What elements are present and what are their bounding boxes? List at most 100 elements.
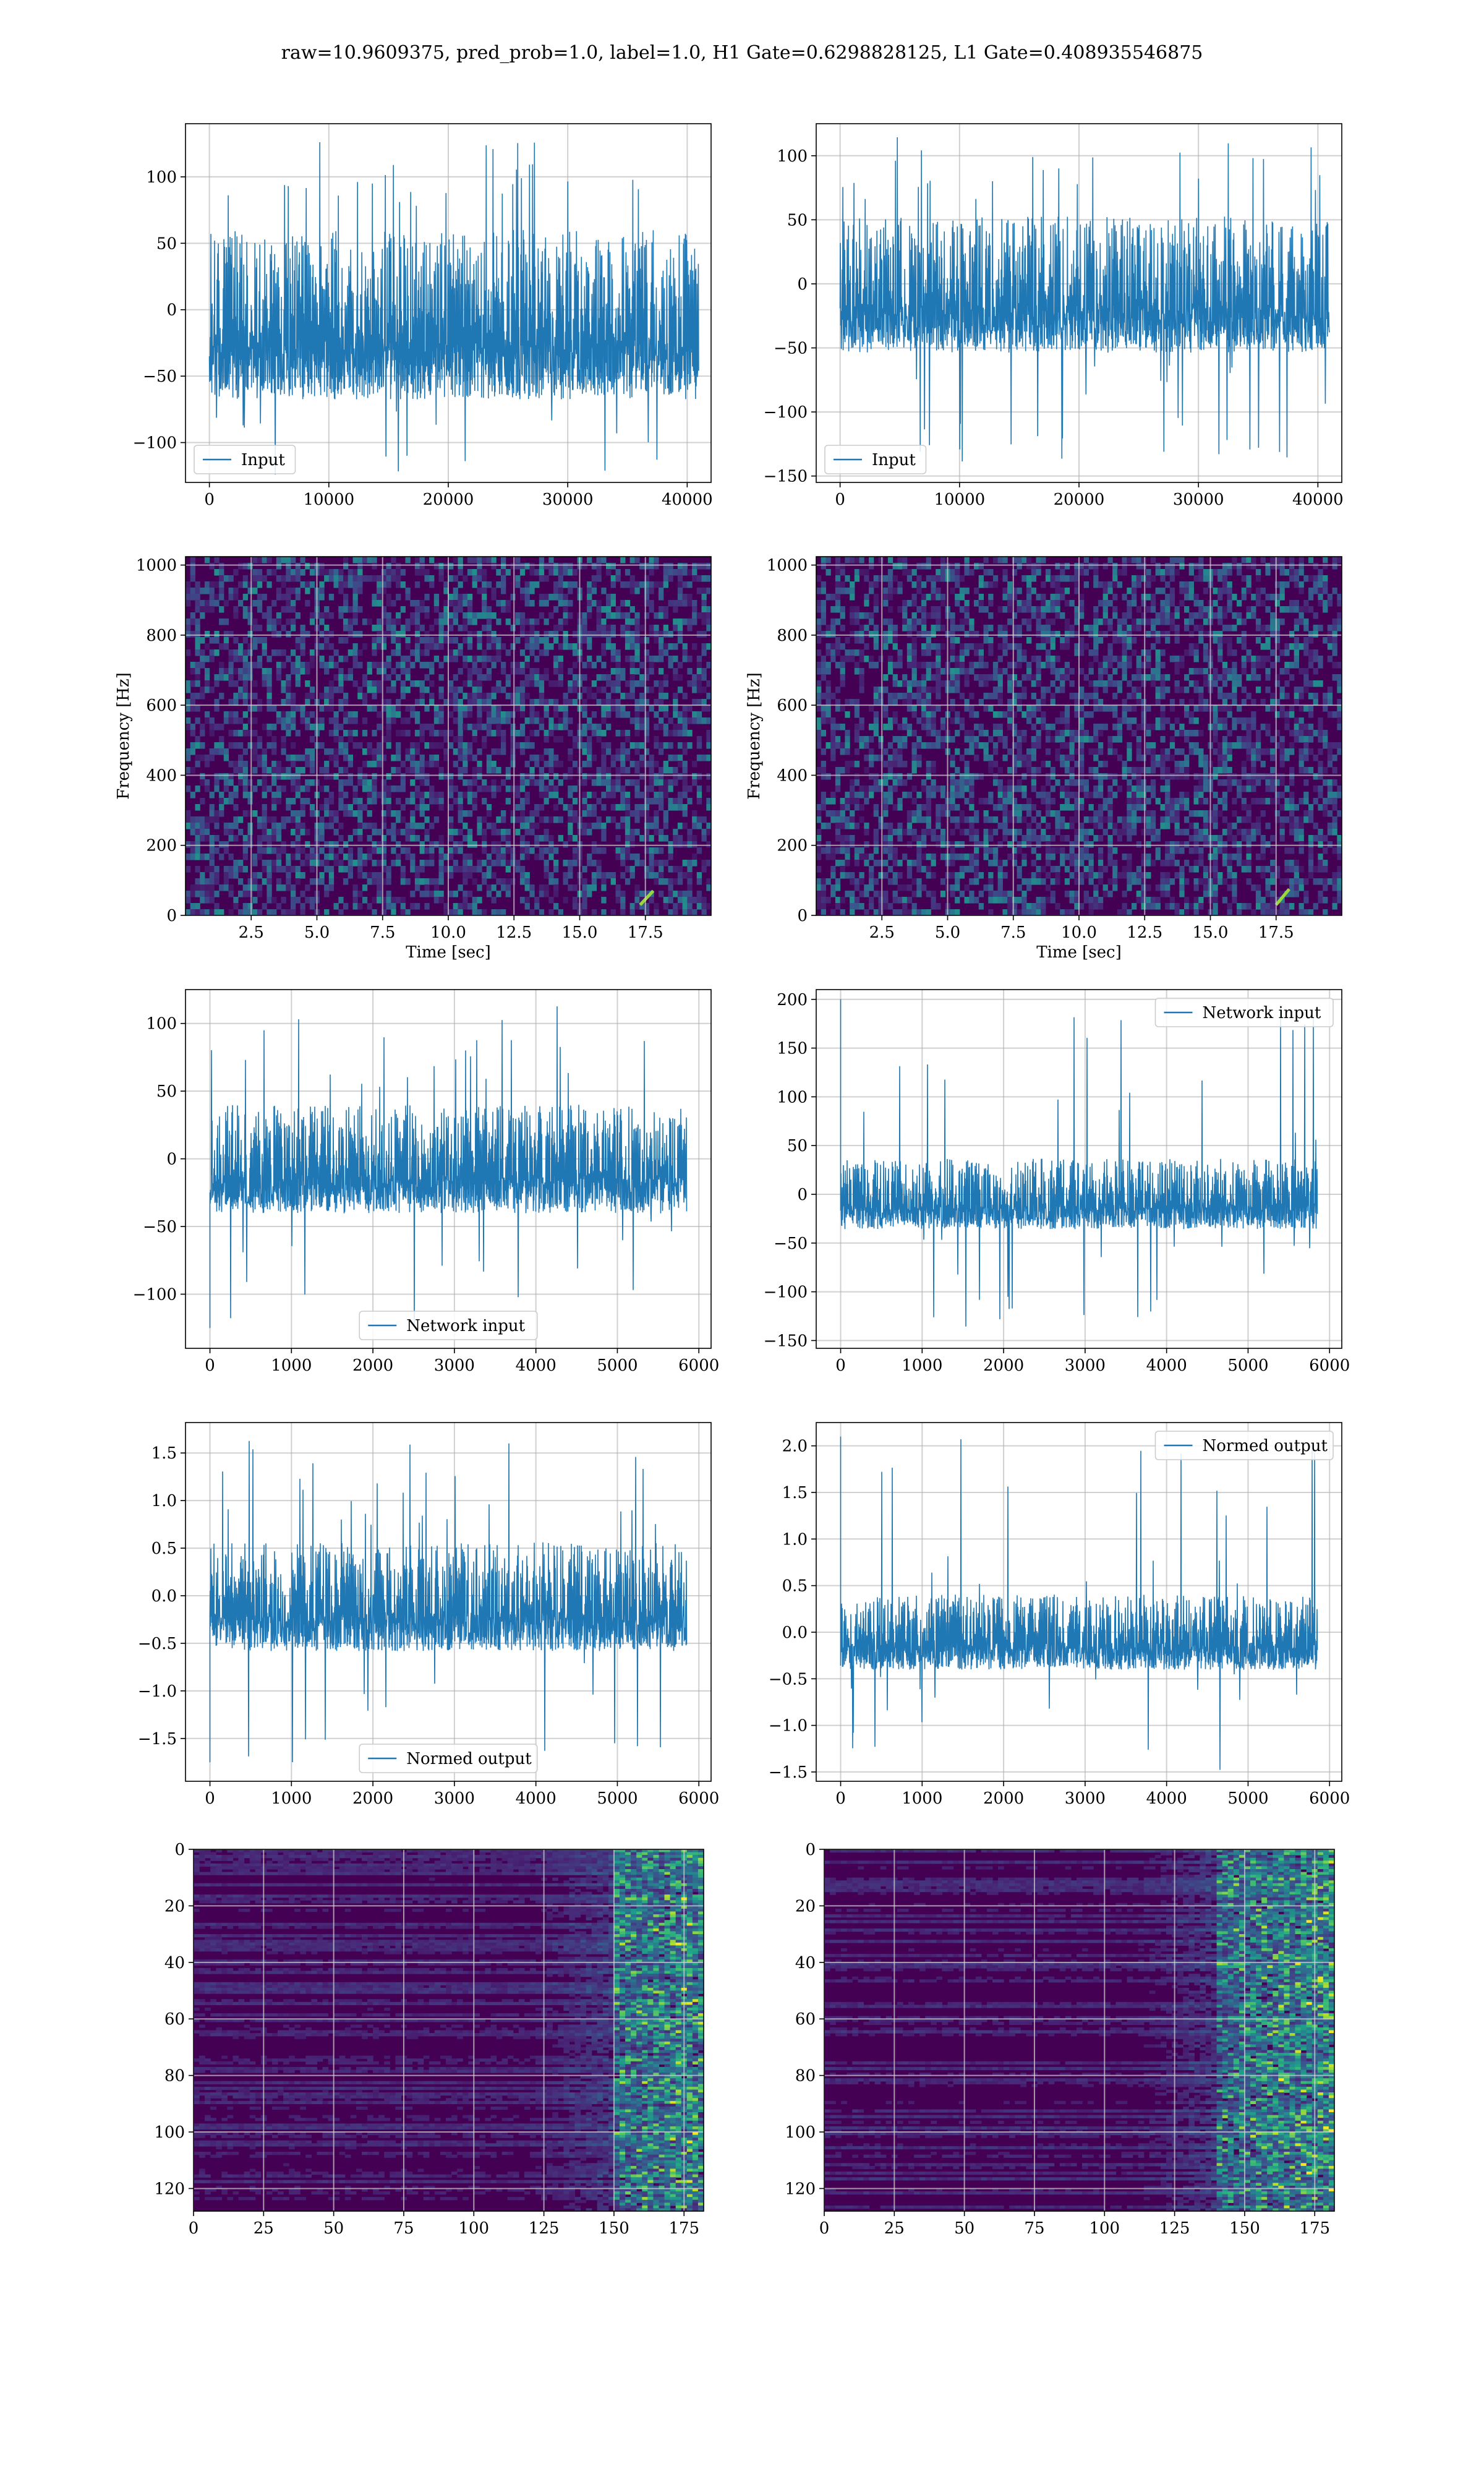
h1-input-ytick-label-4: 100 xyxy=(146,168,177,187)
h1-feature-map-ytick-label-1: 20 xyxy=(164,1897,185,1915)
l1-spectrogram-panel: 2.5 5.0 7.5 10.0 12.5 15.0 17.5 0 200 400 600 800 10… xyxy=(745,556,1342,962)
h1-input-ticks: 0 10000 20000 30000 40000 −100 −50 0 50 100 xyxy=(133,168,713,509)
h1-spectrogram-ytick-label-2: 400 xyxy=(146,766,177,785)
h1-normed-output-series-line xyxy=(209,1440,688,1763)
h1-normed-output-ytick-label-5: 1.0 xyxy=(151,1492,177,1510)
h1-network-input-ytick-label-2: 0 xyxy=(166,1150,177,1169)
l1-normed-output-ytick-label-3: 0.0 xyxy=(782,1624,808,1642)
h1-network-input-plot-area xyxy=(186,990,711,1348)
l1-spectrogram-xtick-label-5: 15.0 xyxy=(1193,923,1229,942)
h1-input-xtick-label-1: 10000 xyxy=(303,490,354,509)
h1-network-input-ticks: 0 1000 2000 3000 4000 5000 6000 −100 −50 0 50 100 xyxy=(133,1015,720,1375)
h1-spectrogram-chirp xyxy=(639,889,655,906)
h1-normed-output-ytick-label-1: −1.0 xyxy=(138,1682,177,1701)
l1-feature-map-grid xyxy=(824,1849,1334,2211)
l1-feature-map-panel: 0 25 50 75 100 125 150 175 0 20 40 60 80 100 120 xyxy=(785,1841,1335,2238)
l1-network-input-ytick-label-0: −150 xyxy=(764,1332,808,1350)
l1-feature-map-xtick-label-2: 50 xyxy=(954,2219,974,2238)
h1-feature-map-ytick-label-5: 100 xyxy=(154,2123,185,2142)
h1-normed-output-xtick-label-6: 6000 xyxy=(678,1789,719,1808)
l1-feature-map-ytick-label-4: 80 xyxy=(795,2067,816,2086)
l1-feature-map-cells xyxy=(824,1849,1334,2211)
l1-network-input-axes-frame xyxy=(816,989,1342,1349)
h1-spectrogram-ytick-label-5: 1000 xyxy=(136,557,177,575)
h1-input-ytick-label-3: 50 xyxy=(156,234,177,253)
l1-input-ytick-label-0: −150 xyxy=(764,468,808,486)
l1-network-input-xtick-label-5: 5000 xyxy=(1227,1356,1268,1375)
l1-feature-map-ytick-label-1: 20 xyxy=(795,1897,816,1915)
l1-spectrogram-ylabel: Frequency [Hz] xyxy=(745,672,764,800)
l1-feature-map-xtick-label-4: 100 xyxy=(1089,2219,1120,2238)
l1-spectrogram-chirp xyxy=(1274,888,1290,906)
l1-network-input-ytick-label-4: 50 xyxy=(787,1137,808,1155)
h1-feature-map-ytick-label-6: 120 xyxy=(154,2180,185,2198)
l1-input-plot-area xyxy=(816,124,1342,482)
l1-spectrogram-xtick-label-2: 7.5 xyxy=(1000,923,1026,942)
l1-spectrogram-ytick-label-1: 200 xyxy=(777,837,808,855)
l1-network-input-ticks: 0 1000 2000 3000 4000 5000 6000 −150 −100 −50 0 50 1… xyxy=(764,991,1350,1375)
h1-feature-map-xtick-label-5: 125 xyxy=(529,2219,560,2238)
l1-feature-map-xtick-label-6: 150 xyxy=(1229,2219,1260,2238)
h1-spectrogram-xtick-label-5: 15.0 xyxy=(562,923,598,942)
l1-spectrogram-xtick-label-6: 17.5 xyxy=(1258,923,1294,942)
h1-input-legend: Input xyxy=(194,445,296,474)
h1-feature-map-ytick-label-2: 40 xyxy=(164,1954,185,1972)
h1-input-ytick-label-1: −50 xyxy=(143,367,177,386)
h1-input-ytick-label-0: −100 xyxy=(133,434,177,453)
l1-network-input-grid xyxy=(816,990,1342,1348)
l1-spectrogram-xlabel: Time [sec] xyxy=(1036,943,1122,962)
l1-normed-output-ytick-label-5: 1.0 xyxy=(782,1530,808,1549)
l1-feature-map-ytick-label-5: 100 xyxy=(785,2123,816,2142)
h1-input-legend-label: Input xyxy=(241,451,285,469)
l1-spectrogram-xtick-label-3: 10.0 xyxy=(1061,923,1097,942)
h1-input-series-line xyxy=(208,142,699,475)
l1-network-input-legend: Network input xyxy=(1154,998,1334,1027)
l1-feature-map-xtick-label-0: 0 xyxy=(819,2219,830,2238)
l1-network-input-ytick-label-3: 0 xyxy=(797,1186,808,1204)
l1-normed-output-axes-frame xyxy=(816,1422,1342,1782)
h1-spectrogram-xtick-label-0: 2.5 xyxy=(239,923,264,942)
l1-network-input-xtick-label-3: 3000 xyxy=(1065,1356,1106,1375)
l1-normed-output-ytick-label-2: −0.5 xyxy=(769,1670,808,1689)
l1-normed-output-xtick-label-5: 5000 xyxy=(1227,1789,1268,1808)
h1-spectrogram-cells xyxy=(186,557,711,915)
h1-feature-map-cells xyxy=(194,1849,704,2211)
h1-spectrogram-xtick-label-3: 10.0 xyxy=(430,923,466,942)
l1-normed-output-ytick-label-6: 1.5 xyxy=(782,1484,808,1502)
l1-input-xtick-label-1: 10000 xyxy=(934,490,985,509)
l1-network-input-panel: 0 1000 2000 3000 4000 5000 6000 −150 −100 −50 0 50 1… xyxy=(764,989,1350,1375)
h1-feature-map-xtick-label-0: 0 xyxy=(189,2219,199,2238)
l1-normed-output-plot-area xyxy=(816,1423,1342,1781)
h1-network-input-xtick-label-4: 4000 xyxy=(516,1356,556,1375)
h1-normed-output-axes-frame xyxy=(185,1422,712,1782)
h1-feature-map-plot-area xyxy=(194,1849,704,2211)
h1-feature-map-panel: 0 25 50 75 100 125 150 175 0 20 40 60 80 100 120 xyxy=(154,1841,704,2238)
h1-feature-map-ytick-label-3: 60 xyxy=(164,2010,185,2029)
l1-input-ytick-label-4: 50 xyxy=(787,211,808,229)
l1-normed-output-ytick-label-4: 0.5 xyxy=(782,1577,808,1596)
l1-feature-map-xtick-label-7: 175 xyxy=(1299,2219,1330,2238)
l1-normed-output-xtick-label-4: 4000 xyxy=(1146,1789,1187,1808)
h1-spectrogram-xtick-label-2: 7.5 xyxy=(370,923,395,942)
l1-network-input-plot-area xyxy=(816,990,1342,1348)
l1-input-ticks: 0 10000 20000 30000 40000 −150 −100 −50 0 50 100 xyxy=(764,147,1344,509)
l1-feature-map-xtick-label-5: 125 xyxy=(1159,2219,1190,2238)
h1-normed-output-ytick-label-3: 0.0 xyxy=(151,1587,177,1606)
h1-spectrogram-xlabel: Time [sec] xyxy=(406,943,491,962)
l1-feature-map-ytick-label-0: 0 xyxy=(805,1841,816,1859)
h1-feature-map-xtick-label-7: 175 xyxy=(668,2219,699,2238)
h1-normed-output-xtick-label-1: 1000 xyxy=(271,1789,312,1808)
l1-normed-output-xtick-label-3: 3000 xyxy=(1065,1789,1106,1808)
l1-input-xtick-label-4: 40000 xyxy=(1292,490,1344,509)
h1-network-input-xtick-label-5: 5000 xyxy=(597,1356,638,1375)
h1-normed-output-xtick-label-2: 2000 xyxy=(352,1789,393,1808)
h1-input-ytick-label-2: 0 xyxy=(166,301,177,320)
h1-spectrogram-ytick-label-3: 600 xyxy=(146,696,177,715)
l1-network-input-ytick-label-6: 150 xyxy=(777,1040,808,1058)
l1-spectrogram-plot-area xyxy=(816,557,1342,915)
l1-spectrogram-grid xyxy=(816,557,1342,915)
l1-spectrogram-ticks: 2.5 5.0 7.5 10.0 12.5 15.0 17.5 0 200 400 600 800 10… xyxy=(767,557,1294,942)
h1-normed-output-ytick-label-6: 1.5 xyxy=(151,1444,177,1463)
l1-spectrogram-cells xyxy=(816,557,1342,915)
l1-normed-output-grid xyxy=(816,1423,1342,1781)
